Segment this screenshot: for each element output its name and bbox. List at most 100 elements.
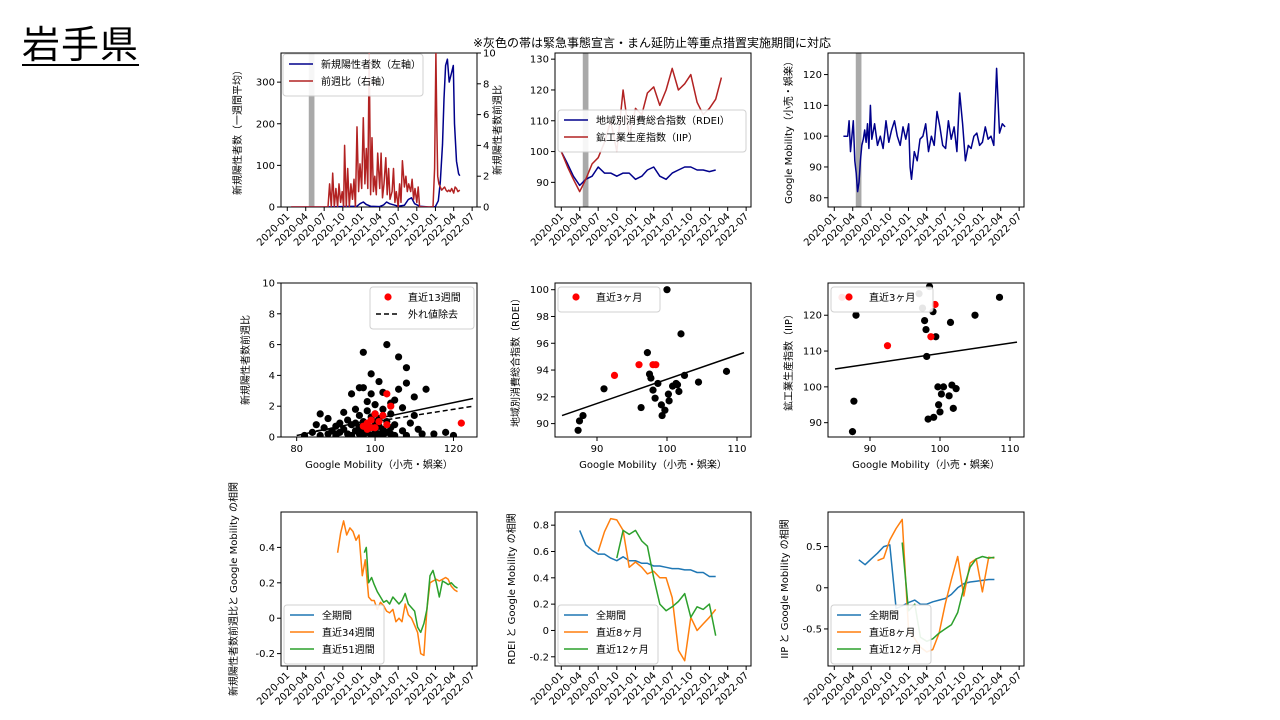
y-tick-label: 0.4 (259, 543, 275, 554)
scatter-point (347, 390, 356, 398)
y-tick-label: 90 (536, 178, 549, 189)
scatter-point (663, 286, 671, 294)
scatter-point-recent (367, 424, 375, 432)
legend-label: 直近8ヶ月 (869, 626, 915, 639)
y-tick-label: 2 (269, 402, 275, 413)
scatter-point-recent (883, 342, 892, 350)
scatter-point (637, 403, 645, 412)
series-line-0 (560, 151, 716, 187)
regression-line (561, 351, 745, 417)
y-tick-label: 0 (543, 626, 549, 637)
y2-tick-label: 2 (483, 172, 489, 183)
y-tick-label: 100 (803, 382, 822, 393)
y-tick-label: 120 (530, 85, 549, 96)
y-tick-label: 300 (256, 78, 275, 89)
y-tick-label: 200 (256, 119, 275, 130)
scatter-point (680, 371, 689, 379)
scatter-point (665, 397, 673, 405)
y-tick-label: 10 (262, 279, 275, 290)
panel-scatter_rdei: 90 92 94 96 98 100 90 100 110 地域別消費総合指数（RDEI） Goog… (509, 282, 752, 471)
panel-google_mobility: 80901001101202020-012020-042020-072020-1… (782, 52, 1025, 249)
legend-marker (572, 293, 580, 301)
scatter-point (395, 353, 403, 361)
axes-frame (827, 511, 1025, 667)
scatter-point (575, 417, 584, 425)
x-tick-label: 100 (930, 444, 949, 455)
scatter-point (406, 419, 414, 427)
scatter-point (952, 385, 960, 393)
y-tick-label: 0.4 (533, 573, 549, 584)
y-axis-label: RDEI と Google Mobility の相関 (505, 513, 518, 664)
y-tick-label: 0 (816, 583, 822, 594)
scatter-point (946, 318, 955, 326)
scatter-point (410, 393, 418, 401)
scatter-point (410, 411, 418, 420)
y-axis-label: 新規陽性者数（一週間平均） (231, 65, 244, 195)
scatter-point (391, 431, 399, 437)
scatter-point-recent (367, 416, 375, 424)
y-tick-label: 110 (530, 116, 549, 127)
scatter-point (371, 430, 379, 437)
y-axis-label: 新規陽性者数前週比 (239, 315, 252, 405)
y-tick-label: 90 (809, 418, 822, 429)
y-tick-label: 92 (536, 392, 549, 403)
x-tick-label: 100 (657, 444, 676, 455)
y-tick-label: 98 (536, 312, 549, 323)
y-tick-label: 0.6 (533, 547, 549, 558)
scatter-point (449, 431, 458, 437)
y-tick-label: 0.2 (533, 600, 549, 611)
legend-box (557, 286, 661, 313)
scatter-point-recent (375, 418, 383, 426)
scatter-point (937, 390, 946, 398)
axes-frame (827, 52, 1025, 208)
legend-label: 全期間 (869, 609, 899, 622)
legend-marker (384, 293, 392, 301)
scatter-point (971, 311, 979, 319)
scatter-point (852, 311, 860, 319)
scatter-point (924, 415, 932, 423)
y-tick-label: 110 (803, 101, 822, 112)
scatter-point (600, 385, 608, 393)
scatter-point (848, 428, 857, 436)
series-line-1 (291, 53, 461, 207)
series-line-0 (579, 530, 716, 578)
y-tick-label: 0.8 (533, 521, 549, 532)
scatter-point (430, 430, 438, 437)
legend: 地域別消費総合指数（RDEI） 鉱工業生産指数（IIP） (557, 109, 747, 153)
legend-label: 直近12ヶ月 (596, 643, 649, 656)
scatter-point (375, 377, 383, 386)
panel-cases_weekly_ratio: 010020030002468102020-012020-042020-0720… (231, 49, 504, 249)
y-tick-label: 100 (530, 147, 549, 158)
scatter-point (300, 431, 309, 437)
scatter-point (939, 383, 948, 391)
scatter-point-recent (379, 411, 387, 420)
y2-tick-label: 0 (483, 203, 489, 214)
panel-corr_rdei: -0.200.20.40.60.82020-012020-042020-0720… (505, 511, 752, 708)
panel-scatter_iip: 90 100 110 120 90 100 110 鉱工業生産指数（IIP） Google Mo… (782, 282, 1025, 471)
scatter-point (579, 411, 587, 420)
scatter-point-recent (457, 419, 465, 427)
y2-tick-label: 8 (483, 79, 489, 90)
scatter-point (379, 431, 387, 437)
figure-suptitle: ※灰色の帯は緊急事態宣言・まん延防止等重点措置実施期間に対応 (473, 35, 831, 50)
scatter-point (677, 330, 685, 338)
series-line-0 (843, 67, 1006, 193)
y-tick-label: 6 (269, 340, 275, 351)
x-tick-label: 80 (290, 444, 303, 455)
axes-frame (554, 52, 752, 208)
series-line-2 (363, 546, 458, 634)
legend-label: 直近3ヶ月 (596, 291, 642, 304)
y-tick-label: 100 (256, 161, 275, 172)
series-line-1 (336, 520, 458, 657)
y-tick-label: 94 (536, 366, 549, 377)
scatter-point (936, 408, 944, 416)
scatter-point (320, 424, 328, 432)
scatter-point (359, 431, 367, 437)
scatter-point (694, 378, 703, 386)
legend-label: 鉱工業生産指数（IIP） (596, 131, 698, 144)
y-tick-label: 90 (536, 419, 549, 430)
y-tick-label: 100 (530, 285, 549, 296)
scatter-point (935, 401, 943, 409)
